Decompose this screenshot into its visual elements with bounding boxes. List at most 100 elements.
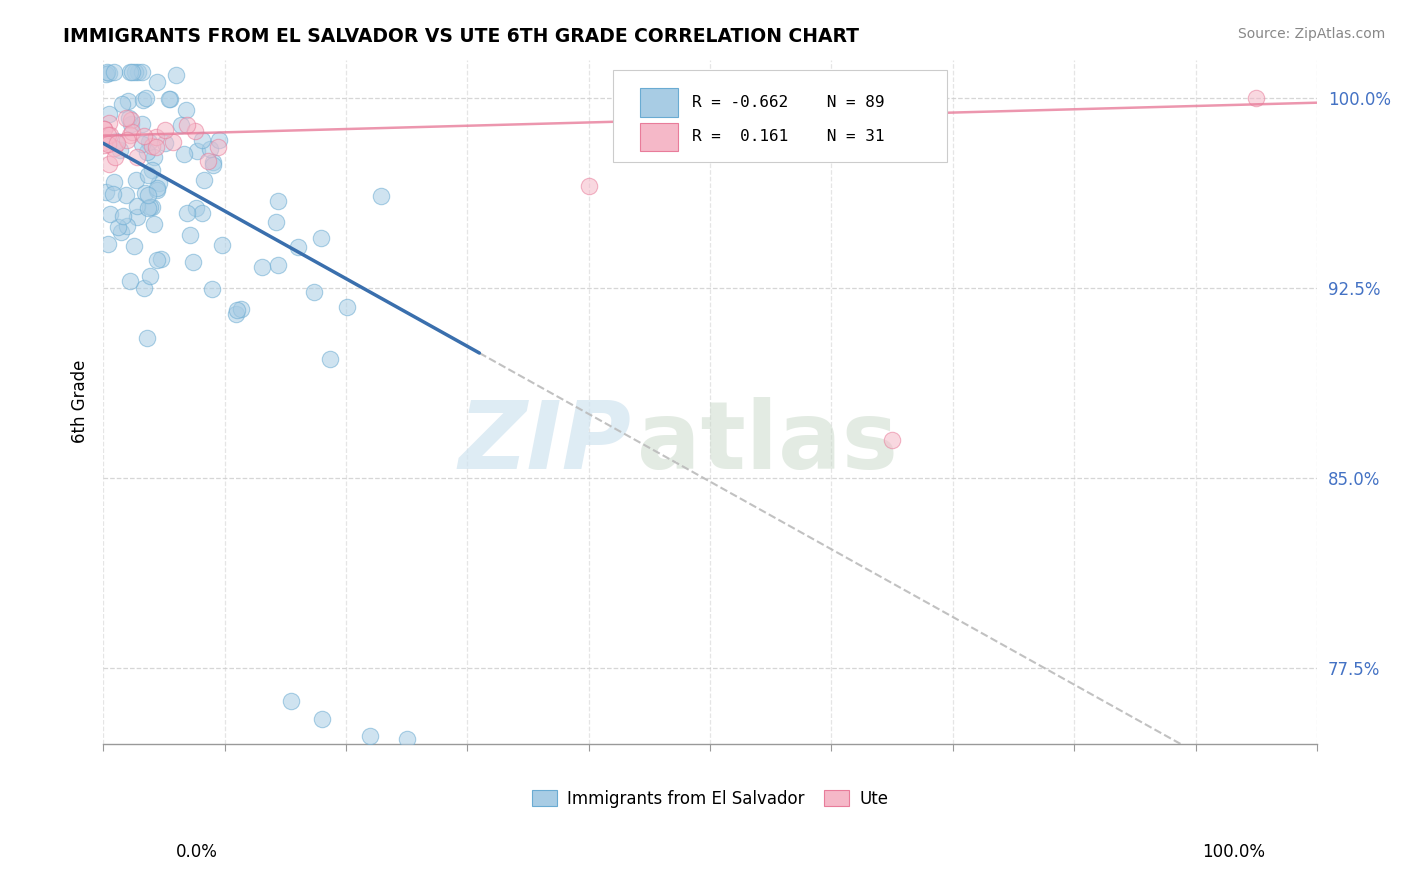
Point — [105, 136, 128, 150]
Point — [111, 209, 134, 223]
Point — [197, 153, 219, 168]
Point — [250, 260, 273, 274]
Point — [146, 180, 169, 194]
Point — [118, 274, 141, 288]
Point — [136, 330, 159, 344]
Point — [202, 154, 225, 169]
Point — [125, 150, 148, 164]
Point — [141, 200, 163, 214]
Text: IMMIGRANTS FROM EL SALVADOR VS UTE 6TH GRADE CORRELATION CHART: IMMIGRANTS FROM EL SALVADOR VS UTE 6TH G… — [63, 27, 859, 45]
Point — [148, 176, 170, 190]
Point — [124, 65, 146, 79]
Point — [311, 712, 333, 726]
Point — [176, 118, 198, 132]
Point — [370, 189, 392, 203]
Point — [193, 173, 215, 187]
Point — [115, 111, 138, 125]
Point — [115, 219, 138, 233]
Text: Source: ZipAtlas.com: Source: ZipAtlas.com — [1237, 27, 1385, 41]
Point — [127, 65, 149, 79]
Point — [120, 112, 142, 127]
Point — [103, 186, 125, 201]
Point — [207, 140, 229, 154]
Point — [146, 252, 169, 267]
Text: 100.0%: 100.0% — [1202, 843, 1265, 861]
Point — [132, 281, 155, 295]
Point — [395, 731, 418, 746]
Point — [146, 75, 169, 89]
Point — [93, 122, 115, 136]
Point — [111, 97, 134, 112]
Point — [131, 136, 153, 151]
Point — [97, 65, 120, 79]
Point — [125, 198, 148, 212]
Point — [138, 188, 160, 202]
Point — [190, 206, 212, 220]
Point — [97, 137, 120, 152]
Point — [118, 65, 141, 79]
Point — [107, 219, 129, 234]
Text: atlas: atlas — [637, 397, 898, 489]
Point — [208, 133, 231, 147]
Point — [359, 729, 381, 743]
Point — [94, 185, 117, 199]
Point — [103, 141, 125, 155]
Point — [136, 202, 159, 216]
Point — [181, 254, 204, 268]
Point — [97, 128, 120, 142]
Point — [198, 142, 221, 156]
Point — [880, 433, 903, 447]
Point — [98, 115, 121, 129]
Point — [131, 117, 153, 131]
Point — [131, 65, 153, 79]
Point — [280, 694, 302, 708]
Point — [162, 135, 184, 149]
Point — [136, 145, 159, 160]
Point — [183, 124, 205, 138]
Point — [184, 201, 207, 215]
Point — [145, 140, 167, 154]
Point — [125, 211, 148, 225]
Point — [267, 194, 290, 208]
Point — [201, 158, 224, 172]
Point — [179, 228, 201, 243]
Point — [122, 239, 145, 253]
Point — [153, 136, 176, 150]
Point — [121, 65, 143, 79]
Point — [264, 215, 287, 229]
Point — [97, 156, 120, 170]
Point — [186, 144, 208, 158]
Point — [94, 67, 117, 81]
Point — [138, 269, 160, 284]
Point — [132, 128, 155, 143]
Text: R = -0.662    N = 89: R = -0.662 N = 89 — [692, 95, 884, 111]
Text: 0.0%: 0.0% — [176, 843, 218, 861]
Point — [287, 240, 309, 254]
Point — [150, 252, 173, 267]
Point — [117, 133, 139, 147]
Point — [226, 302, 249, 317]
Point — [110, 225, 132, 239]
Point — [135, 91, 157, 105]
Point — [117, 94, 139, 108]
Point — [170, 119, 193, 133]
Point — [141, 163, 163, 178]
Point — [336, 301, 359, 315]
Point — [145, 130, 167, 145]
Point — [146, 183, 169, 197]
Point — [578, 179, 600, 194]
Point — [108, 143, 131, 157]
Point — [142, 150, 165, 164]
Point — [201, 282, 224, 296]
Point — [304, 285, 326, 299]
Point — [141, 139, 163, 153]
Point — [153, 123, 176, 137]
Point — [173, 147, 195, 161]
Point — [176, 205, 198, 219]
Text: ZIP: ZIP — [458, 397, 631, 489]
Point — [136, 168, 159, 182]
Point — [93, 137, 115, 152]
Point — [165, 69, 187, 83]
Legend: Immigrants from El Salvador, Ute: Immigrants from El Salvador, Ute — [524, 783, 896, 814]
Point — [97, 107, 120, 121]
